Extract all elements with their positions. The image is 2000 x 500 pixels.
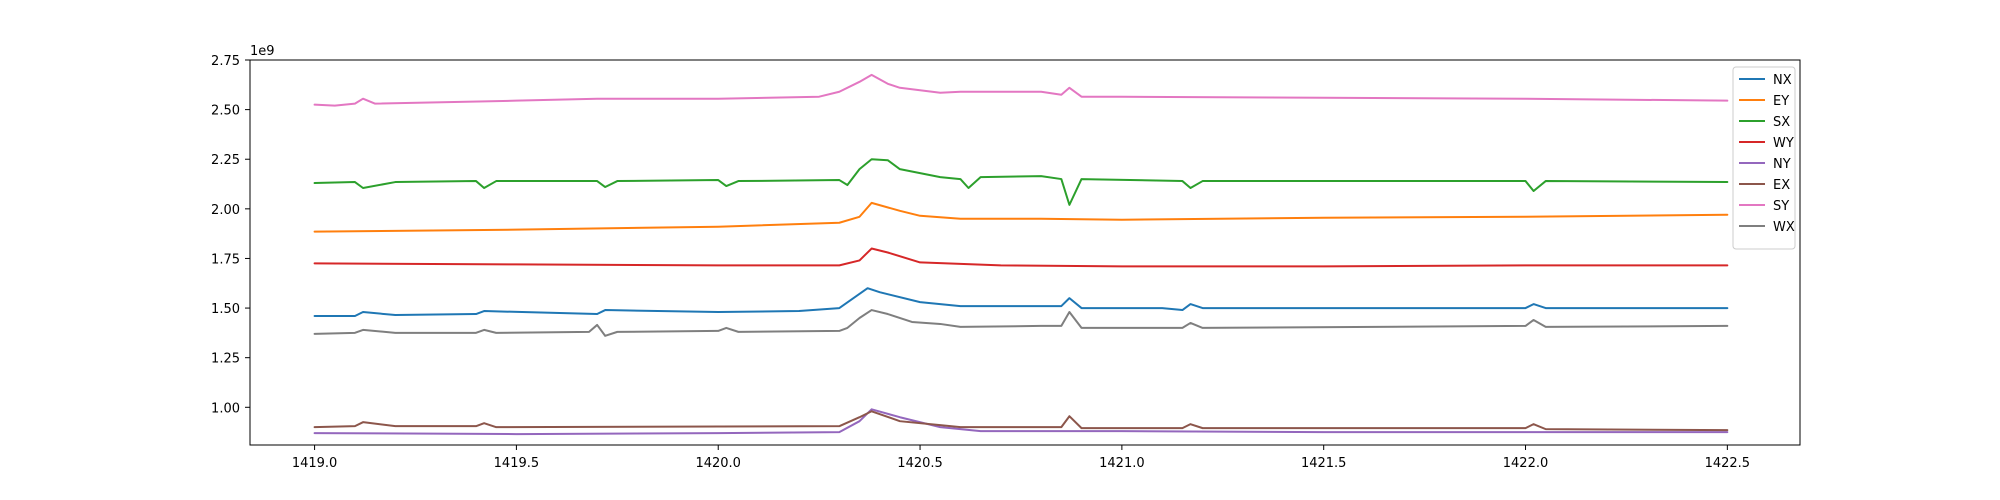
legend-label-wy: WY <box>1773 136 1794 151</box>
legend-label-ex: EX <box>1773 178 1790 193</box>
y-tick-label: 1.50 <box>211 302 240 317</box>
x-tick-label: 1419.0 <box>292 456 338 471</box>
y-axis: 1.00 1.25 1.50 1.75 2.00 2.25 2.50 2.75 <box>211 54 250 416</box>
series-line-ex <box>313 410 1729 432</box>
x-axis: 1419.0 1419.5 1420.0 1420.5 1421.0 1421.5 1422… <box>292 445 1750 471</box>
y-offset-label: 1e9 <box>250 44 275 59</box>
x-tick-label: 1422.5 <box>1705 456 1751 471</box>
series-line-nx <box>313 287 1729 318</box>
legend: NX EY SX WY NY EX SY WX <box>1732 66 1796 250</box>
legend-label-nx: NX <box>1773 73 1792 88</box>
x-tick-label: 1422.0 <box>1503 456 1549 471</box>
x-tick-label: 1421.5 <box>1301 456 1347 471</box>
x-tick-label: 1419.5 <box>494 456 540 471</box>
legend-label-sy: SY <box>1773 199 1789 214</box>
legend-label-wx: WX <box>1773 220 1795 235</box>
y-tick-label: 2.25 <box>211 153 240 168</box>
x-tick-label: 1420.0 <box>695 456 741 471</box>
plot-frame <box>249 59 1801 446</box>
series-line-wy <box>313 247 1729 268</box>
y-tick-label: 1.25 <box>211 352 240 367</box>
series-line-sy <box>313 73 1729 107</box>
y-tick-label: 1.75 <box>211 252 240 267</box>
x-tick-label: 1420.5 <box>897 456 943 471</box>
series-line-sx <box>313 158 1729 206</box>
y-tick-label: 2.00 <box>211 203 240 218</box>
legend-box <box>1732 66 1796 250</box>
series-line-wx <box>313 309 1729 337</box>
legend-label-ny: NY <box>1773 157 1791 172</box>
y-tick-label: 2.75 <box>211 54 240 69</box>
y-tick-label: 2.50 <box>211 104 240 119</box>
series-line-ey <box>313 201 1729 233</box>
y-tick-label: 1.00 <box>211 401 240 416</box>
legend-label-sx: SX <box>1773 115 1790 130</box>
x-tick-label: 1421.0 <box>1099 456 1145 471</box>
series-layer <box>313 73 1729 436</box>
legend-label-ey: EY <box>1773 94 1789 109</box>
